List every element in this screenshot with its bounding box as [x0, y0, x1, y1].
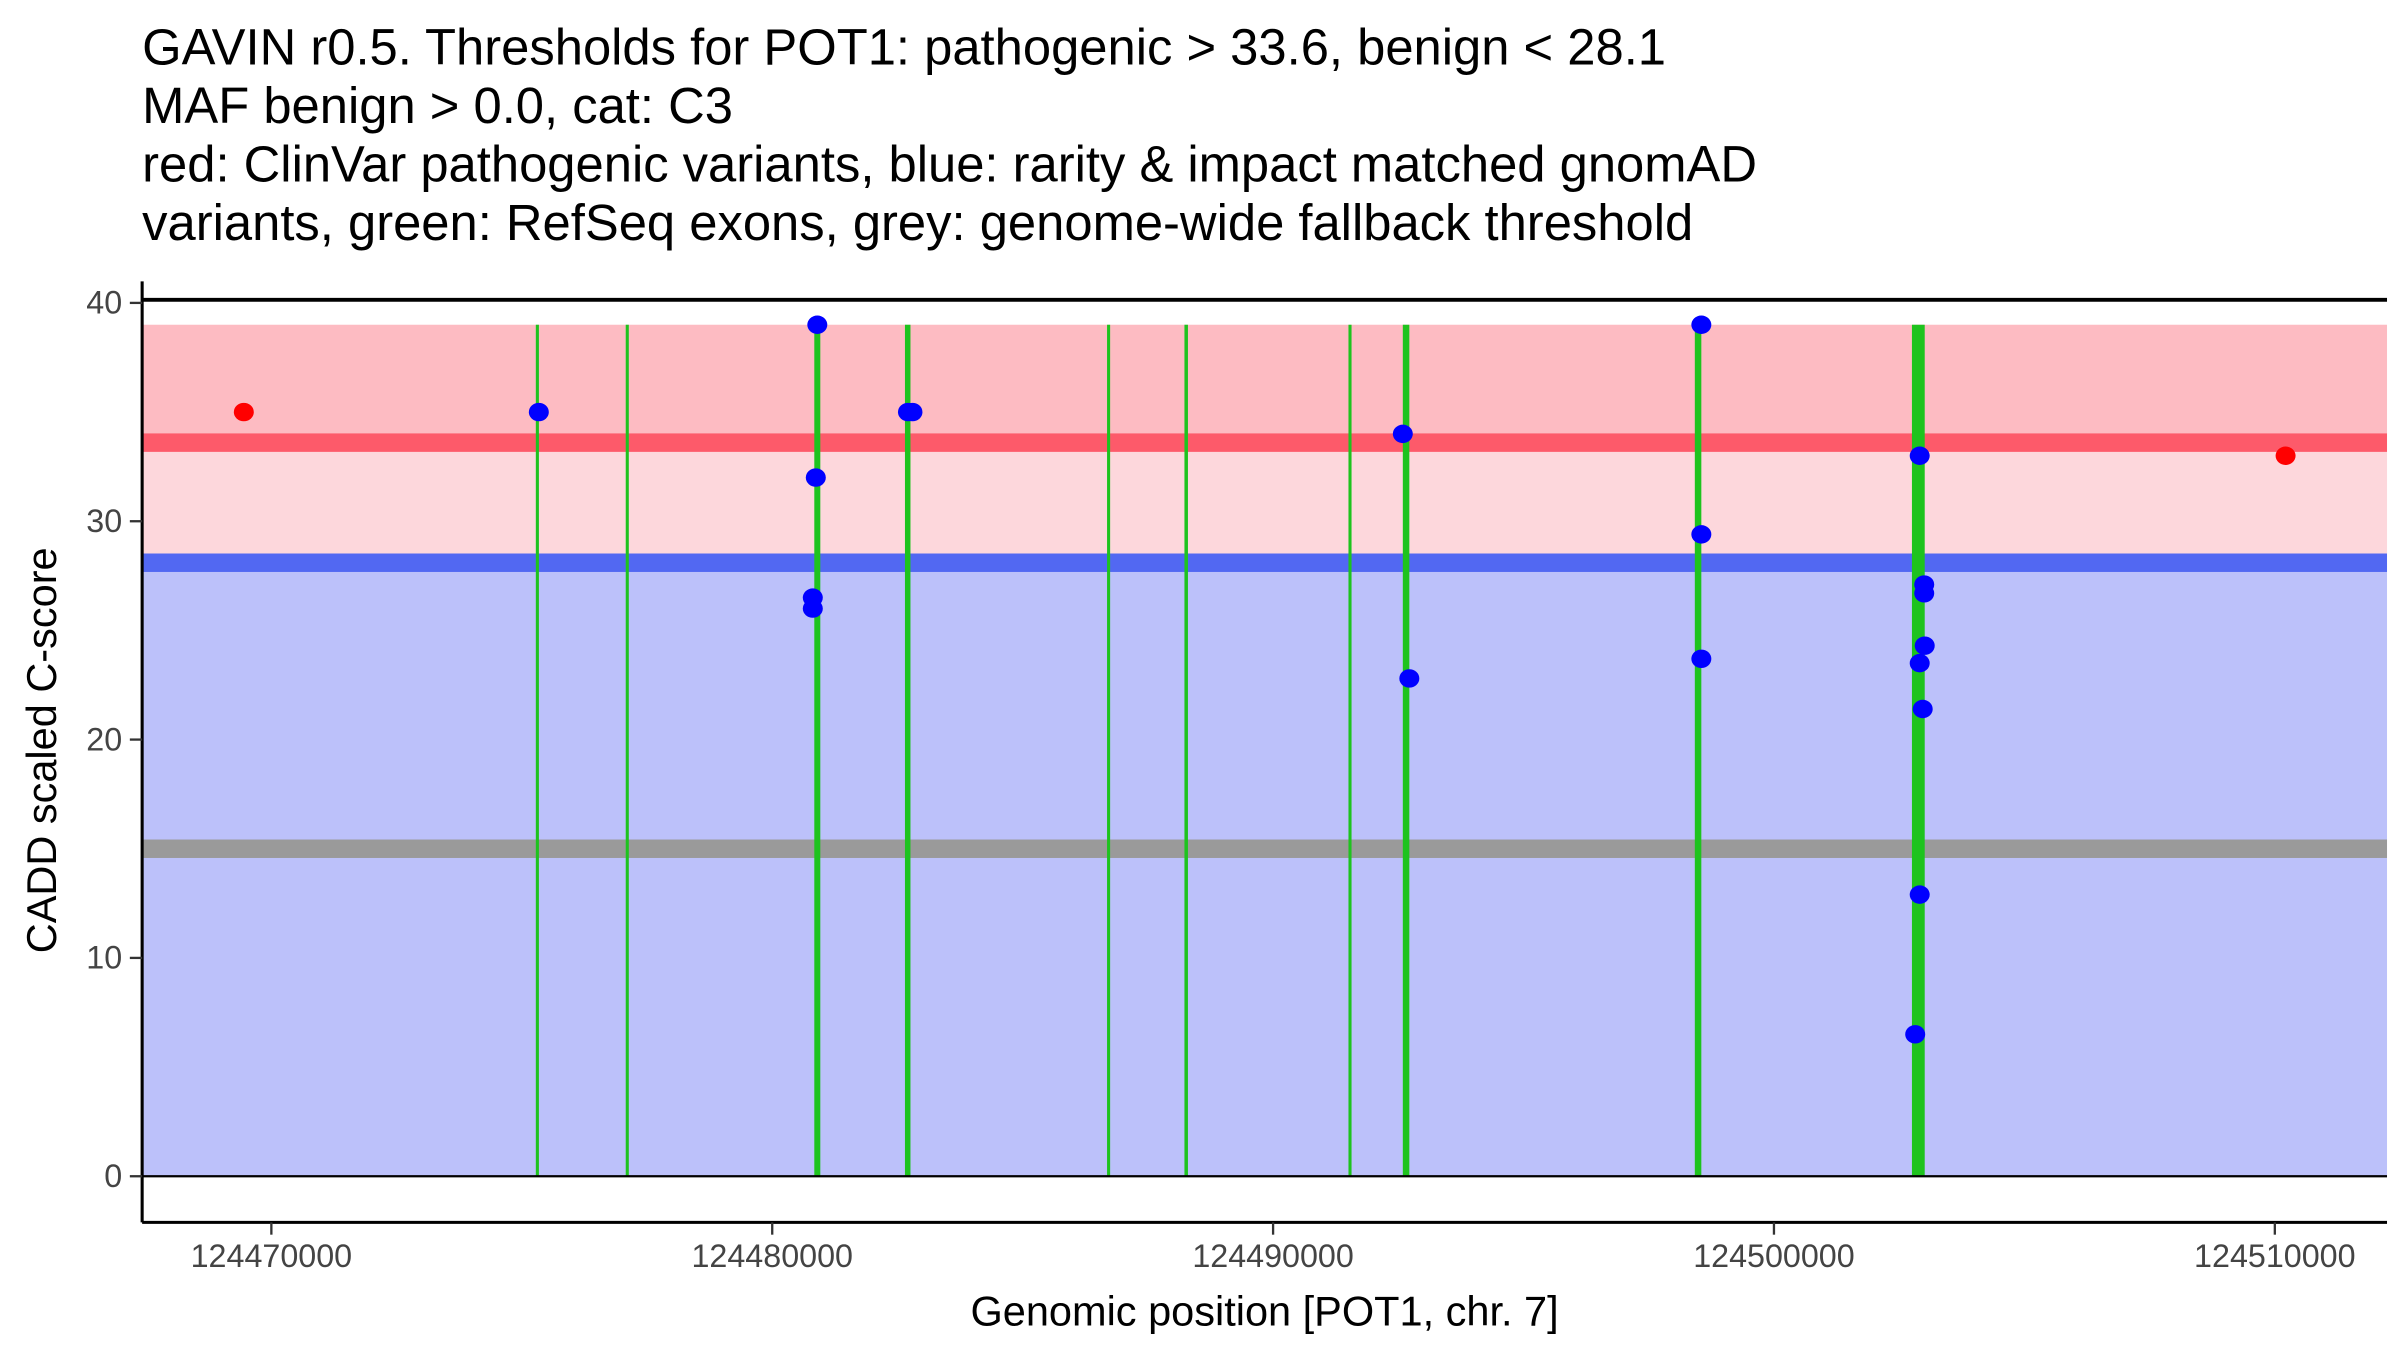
data-point	[1691, 315, 1712, 334]
data-point	[1399, 669, 1420, 688]
exon-bar	[904, 324, 911, 1177]
data-point	[807, 315, 828, 334]
chart-title: GAVIN r0.5. Thresholds for POT1: pathoge…	[142, 19, 1757, 251]
x-tick-label: 124480000	[691, 1238, 853, 1274]
data-point	[1909, 653, 1930, 673]
x-tick-label: 124510000	[2194, 1238, 2356, 1274]
exon-bar	[1348, 324, 1352, 1177]
data-point	[1914, 584, 1935, 603]
data-point	[1691, 525, 1712, 544]
band-benign	[142, 562, 2388, 1177]
title-line-1: GAVIN r0.5. Thresholds for POT1: pathoge…	[142, 19, 1666, 76]
y-tick-label: 0	[104, 1158, 122, 1194]
data-point	[1691, 649, 1712, 669]
x-tick-label: 124490000	[1192, 1238, 1354, 1274]
y-tick-label: 40	[86, 285, 122, 321]
y-axis-label: CADD scaled C-score	[18, 547, 65, 953]
title-line-3: red: ClinVar pathogenic variants, blue: …	[142, 135, 1757, 192]
x-axis-label: Genomic position [POT1, chr. 7]	[970, 1287, 1558, 1334]
x-tick-label: 124500000	[1693, 1238, 1855, 1274]
data-point	[1392, 424, 1413, 444]
exon-bar	[625, 324, 629, 1177]
data-point	[1912, 699, 1933, 719]
x-tick-label: 124470000	[191, 1238, 353, 1274]
title-line-2: MAF benign > 0.0, cat: C3	[142, 77, 733, 134]
exon-bar	[1402, 324, 1410, 1177]
data-point	[233, 402, 254, 422]
fallback-threshold-line	[142, 839, 2388, 858]
y-tick-label: 30	[86, 503, 122, 539]
pathogenic-threshold-line	[142, 433, 2388, 452]
data-point	[1905, 1025, 1926, 1044]
data-point	[805, 468, 826, 487]
exon-bar	[1911, 324, 1925, 1177]
exon-bar	[1184, 324, 1188, 1177]
band-pathogenic-low	[142, 442, 2388, 563]
y-tick-label: 20	[86, 721, 122, 757]
plot-area	[142, 297, 2388, 1178]
data-point	[902, 402, 923, 422]
exon-bar	[1694, 324, 1702, 1177]
exon-bar	[535, 324, 539, 1177]
title-line-4: variants, green: RefSeq exons, grey: gen…	[142, 194, 1693, 251]
data-point	[1909, 885, 1930, 904]
data-point	[1909, 446, 1930, 465]
data-point	[2275, 446, 2296, 465]
data-point	[802, 599, 823, 618]
benign-threshold-line	[142, 553, 2388, 572]
data-point	[528, 402, 549, 422]
exon-bar	[1107, 324, 1111, 1177]
data-point	[1914, 636, 1935, 655]
y-tick-label: 10	[86, 940, 122, 976]
band-pathogenic-high	[142, 324, 2388, 443]
exon-bar	[814, 324, 821, 1177]
